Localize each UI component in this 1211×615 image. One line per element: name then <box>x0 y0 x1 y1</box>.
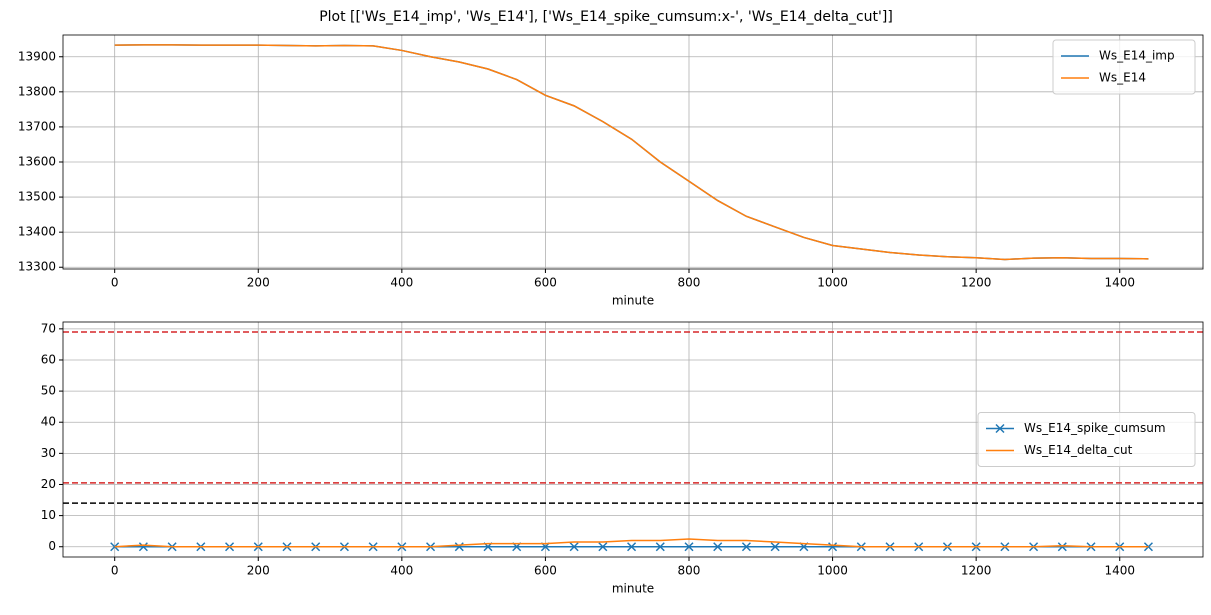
legend-box <box>977 412 1196 467</box>
legend-label: Ws_E14_imp <box>1099 49 1175 63</box>
point-marker <box>138 542 148 552</box>
point-marker <box>828 542 838 552</box>
point-marker <box>684 542 694 552</box>
y-tick-label: 40 <box>41 415 56 429</box>
y-tick-label: 50 <box>41 384 56 398</box>
x-tick-label: 0 <box>111 564 119 578</box>
y-tick-label: 13600 <box>18 154 56 168</box>
x-tick-label: 600 <box>534 564 557 578</box>
y-tick-label: 13500 <box>18 190 56 204</box>
x-tick-label: 200 <box>247 564 270 578</box>
x-tick-label: 600 <box>534 276 557 290</box>
point-marker <box>741 542 751 552</box>
y-tick-label: 13300 <box>18 260 56 274</box>
x-tick-label: 1400 <box>1104 276 1135 290</box>
y-tick-label: 13400 <box>18 225 56 239</box>
x-axis-label: minute <box>612 582 654 596</box>
plot-area <box>110 538 1153 552</box>
y-tick-label: 20 <box>41 477 56 491</box>
series-line <box>114 44 1149 261</box>
axes-frame <box>62 321 1204 558</box>
series-line <box>114 44 1149 261</box>
point-marker <box>627 542 637 552</box>
x-tick-label: 200 <box>247 276 270 290</box>
x-tick-label: 1200 <box>961 564 992 578</box>
x-tick-label: 1200 <box>961 276 992 290</box>
point-marker <box>1057 542 1067 552</box>
y-tick-label: 60 <box>41 352 56 366</box>
plot-area <box>114 44 1149 261</box>
point-marker <box>655 542 665 552</box>
x-tick-label: 400 <box>390 276 413 290</box>
point-marker <box>598 542 608 552</box>
y-tick-label: 70 <box>41 321 56 335</box>
y-tick-label: 13700 <box>18 119 56 133</box>
y-tick-label: 13800 <box>18 84 56 98</box>
x-tick-label: 0 <box>111 276 119 290</box>
point-marker <box>770 542 780 552</box>
x-tick-label: 1400 <box>1104 564 1135 578</box>
legend-label: Ws_E14_delta_cut <box>1024 443 1133 457</box>
axes-frame <box>62 34 1204 270</box>
x-tick-label: 1000 <box>817 564 848 578</box>
x-axis-label: minute <box>612 294 654 308</box>
x-tick-label: 800 <box>678 564 701 578</box>
figure-title: Plot [['Ws_E14_imp', 'Ws_E14'], ['Ws_E14… <box>319 9 893 25</box>
legend-box <box>1052 39 1196 95</box>
legend-label: Ws_E14 <box>1099 71 1146 85</box>
legend-marker <box>995 423 1005 434</box>
series-line <box>114 538 1149 548</box>
y-tick-label: 30 <box>41 446 56 460</box>
legend-label: Ws_E14_spike_cumsum <box>1024 421 1166 435</box>
y-tick-label: 13900 <box>18 49 56 63</box>
point-marker <box>569 542 579 552</box>
point-marker <box>713 542 723 552</box>
x-tick-label: 800 <box>678 276 701 290</box>
x-tick-label: 1000 <box>817 276 848 290</box>
y-tick-label: 0 <box>48 539 56 553</box>
x-tick-label: 400 <box>390 564 413 578</box>
point-marker <box>454 542 464 552</box>
y-tick-label: 10 <box>41 508 56 522</box>
